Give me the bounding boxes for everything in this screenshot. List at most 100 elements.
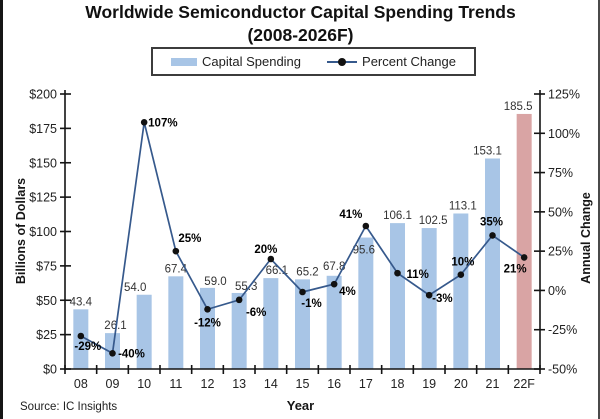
bar-value-label: 67.8 xyxy=(323,261,345,273)
percent-label: 11% xyxy=(407,269,429,281)
legend-item-percent-change: Percent Change xyxy=(327,54,456,69)
bar-18 xyxy=(390,223,405,369)
left-tick-label: $50 xyxy=(36,294,57,308)
bar-value-label: 102.5 xyxy=(419,215,448,227)
line-marker-15 xyxy=(299,288,306,296)
line-marker-14 xyxy=(267,255,275,263)
bar-22F xyxy=(516,113,532,369)
percent-change-marker-dot xyxy=(338,57,347,66)
x-label-13: 13 xyxy=(232,377,246,391)
bar-20 xyxy=(453,213,469,369)
line-marker-08 xyxy=(77,332,85,340)
line-marker-11 xyxy=(172,247,180,255)
x-label-16: 16 xyxy=(327,377,341,391)
percent-label: 4% xyxy=(339,286,356,298)
bar-value-label: 54.0 xyxy=(124,282,146,294)
percent-label: 35% xyxy=(480,216,503,228)
bar-value-label: 65.2 xyxy=(296,266,318,278)
left-tick-label: $125 xyxy=(29,191,57,205)
line-marker-17 xyxy=(362,222,370,230)
percent-label: -1% xyxy=(301,298,321,310)
x-label-17: 17 xyxy=(359,377,373,391)
right-tick-label: -25% xyxy=(548,323,577,337)
bar-15 xyxy=(295,279,310,369)
right-tick-label: 50% xyxy=(548,205,573,219)
bar-13 xyxy=(231,292,247,369)
percent-label: 25% xyxy=(178,233,201,245)
bar-value-label: 59.0 xyxy=(204,276,226,288)
x-label-19: 19 xyxy=(422,377,436,391)
right-tick-label: -50% xyxy=(548,363,577,377)
bar-16 xyxy=(326,275,342,369)
x-label-20: 20 xyxy=(454,377,468,391)
percent-label: -29% xyxy=(74,341,101,353)
percent-label: 10% xyxy=(451,257,474,269)
bar-value-label: 66.1 xyxy=(266,265,288,277)
left-tick-label: $100 xyxy=(29,225,57,239)
line-marker-21 xyxy=(489,232,496,239)
left-tick-label: $175 xyxy=(29,122,57,136)
bar-14 xyxy=(263,278,279,369)
left-axis-title: Billions of Dollars xyxy=(14,177,28,285)
percent-label: 21% xyxy=(504,263,527,275)
chart-subtitle: (2008-2026F) xyxy=(247,25,354,45)
bar-21 xyxy=(485,158,500,369)
x-label-22F: 22F xyxy=(513,377,535,391)
percent-label: 107% xyxy=(148,117,177,129)
bar-11 xyxy=(168,276,184,369)
right-axis-title: Annual Change xyxy=(579,192,593,284)
x-label-14: 14 xyxy=(264,377,278,391)
capital-spending-swatch xyxy=(171,57,197,66)
percent-label: -6% xyxy=(246,307,266,319)
x-axis-title: Year xyxy=(286,398,315,413)
x-label-11: 11 xyxy=(169,377,182,391)
percent-label: -12% xyxy=(194,317,221,329)
line-marker-09 xyxy=(109,349,116,357)
line-marker-19 xyxy=(425,291,433,299)
right-tick-label: 75% xyxy=(548,166,573,180)
percent-label: -3% xyxy=(432,293,452,305)
left-tick-label: $150 xyxy=(29,156,57,170)
x-label-12: 12 xyxy=(201,377,215,391)
legend: Capital Spending Percent Change xyxy=(151,47,476,76)
left-tick-label: $25 xyxy=(36,328,57,342)
x-label-08: 08 xyxy=(74,377,88,391)
left-tick-label: $75 xyxy=(36,259,57,273)
bar-value-label: 113.1 xyxy=(449,200,477,212)
right-tick-label: 25% xyxy=(548,245,573,259)
bar-value-label: 95.6 xyxy=(353,245,375,257)
legend-label-percent-change: Percent Change xyxy=(362,54,456,69)
right-tick-label: 0% xyxy=(548,284,566,298)
legend-label-capital-spending: Capital Spending xyxy=(202,54,302,69)
line-marker-13 xyxy=(235,296,243,304)
line-marker-20 xyxy=(457,271,465,279)
line-marker-22F xyxy=(520,254,528,261)
chart-plot: $200$175$150$125$100$75$50$25$0125%100%7… xyxy=(29,88,580,392)
left-tick-label: $0 xyxy=(43,363,57,377)
bar-value-label: 106.1 xyxy=(383,210,412,222)
right-tick-label: 125% xyxy=(548,88,580,102)
bar-value-label: 153.1 xyxy=(473,145,502,157)
bar-10 xyxy=(136,294,152,369)
x-label-09: 09 xyxy=(106,377,120,391)
right-tick-label: 100% xyxy=(548,127,580,141)
x-label-18: 18 xyxy=(391,377,405,391)
percent-label: 41% xyxy=(339,209,362,221)
bar-value-label: 185.5 xyxy=(504,101,533,113)
source-note: Source: IC Insights xyxy=(20,401,118,413)
percent-change-line-swatch xyxy=(327,57,358,66)
legend-item-capital-spending: Capital Spending xyxy=(171,54,301,69)
x-label-10: 10 xyxy=(137,377,151,391)
line-marker-10 xyxy=(140,118,148,126)
bar-value-label: 67.4 xyxy=(165,263,188,275)
line-marker-18 xyxy=(394,269,401,277)
bar-19 xyxy=(421,228,437,369)
line-marker-16 xyxy=(330,280,338,288)
x-label-15: 15 xyxy=(296,377,310,391)
x-label-21: 21 xyxy=(486,377,500,391)
bar-value-label: 43.4 xyxy=(70,296,93,308)
percent-label: 20% xyxy=(254,244,277,256)
percent-label: -40% xyxy=(118,348,145,360)
chart-title-block: Worldwide Semiconductor Capital Spending… xyxy=(3,1,598,47)
